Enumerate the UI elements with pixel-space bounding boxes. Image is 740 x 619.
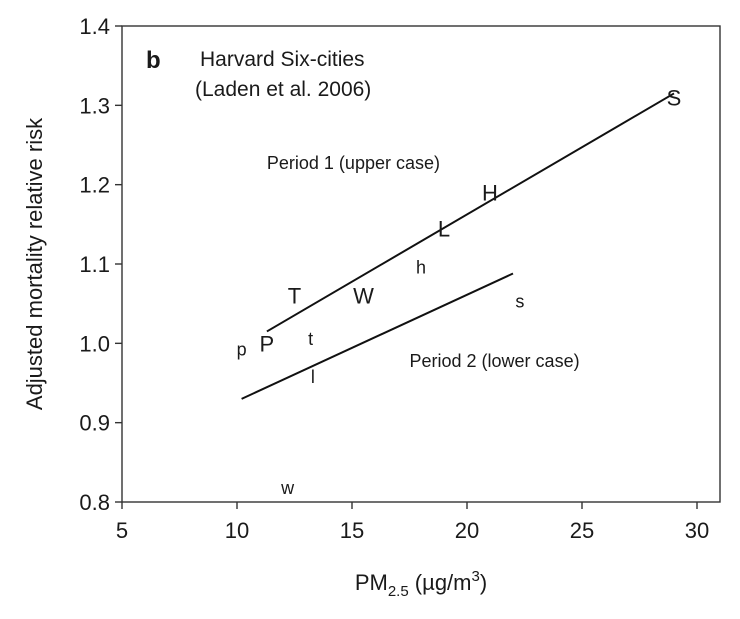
y-tick-label: 1.1 [79, 252, 110, 277]
series-annotation-1: Period 1 (upper case) [267, 153, 440, 173]
x-axis-title-prefix: PM [355, 570, 388, 595]
chart-title-line-2: (Laden et al. 2006) [195, 78, 371, 101]
x-axis-title: PM2.5 (µg/m3) [355, 568, 487, 600]
x-axis-title-unit-greek: µ [422, 570, 435, 595]
x-tick-label: 30 [685, 518, 709, 543]
data-point-period-2-p: p [237, 339, 247, 359]
data-point-period-2-w: w [280, 478, 295, 498]
data-point-period-1-L: L [438, 216, 450, 241]
data-point-period-1-H: H [482, 181, 498, 206]
data-point-period-2-t: t [308, 329, 313, 349]
data-point-period-2-s: s [515, 292, 524, 312]
regression-lines [241, 92, 675, 400]
series-annotation-2: Period 2 (lower case) [410, 351, 580, 371]
y-tick-label: 1.0 [79, 331, 110, 356]
y-tick-label: 1.2 [79, 173, 110, 198]
x-tick-label: 5 [116, 518, 128, 543]
y-tick-label: 1.4 [79, 14, 110, 39]
y-axis-ticks: 0.8 0.9 1.0 1.1 1.2 1.3 1.4 [79, 14, 122, 515]
x-tick-label: 25 [570, 518, 594, 543]
data-point-period-2-l: l [311, 367, 315, 387]
x-tick-label: 20 [455, 518, 479, 543]
x-axis-title-close: ) [480, 570, 487, 595]
panel-label: b [146, 47, 161, 74]
fit-line-period-2 [241, 272, 514, 400]
fit-line-period-1 [266, 92, 675, 333]
x-axis-title-subscript: 2.5 [388, 583, 409, 600]
x-axis-title-suffix: ( [409, 570, 423, 595]
data-point-period-2-h: h [416, 258, 426, 278]
data-point-labels: S H L T W Ph s t p l w [237, 85, 682, 498]
y-tick-label: 0.9 [79, 411, 110, 436]
x-tick-label: 10 [225, 518, 249, 543]
x-tick-label: 15 [340, 518, 364, 543]
y-tick-label: 1.3 [79, 93, 110, 118]
x-axis-ticks: 5 10 15 20 25 30 [116, 502, 709, 543]
y-tick-label: 0.8 [79, 490, 110, 515]
data-point-period-1-T: T [288, 284, 301, 309]
chart-title-line-1: Harvard Six-cities [200, 48, 365, 71]
annotations: Period 1 (upper case) Period 2 (lower cas… [267, 153, 580, 371]
data-point-period-1-W: W [353, 284, 374, 309]
y-axis-title: Adjusted mortality relative risk [22, 117, 47, 410]
x-axis-title-unit: g/m [435, 570, 472, 595]
data-point-period-1-S: S [667, 85, 682, 110]
x-axis-title-unit-superscript: 3 [472, 568, 480, 585]
data-point-period-1-P: P [260, 331, 275, 356]
